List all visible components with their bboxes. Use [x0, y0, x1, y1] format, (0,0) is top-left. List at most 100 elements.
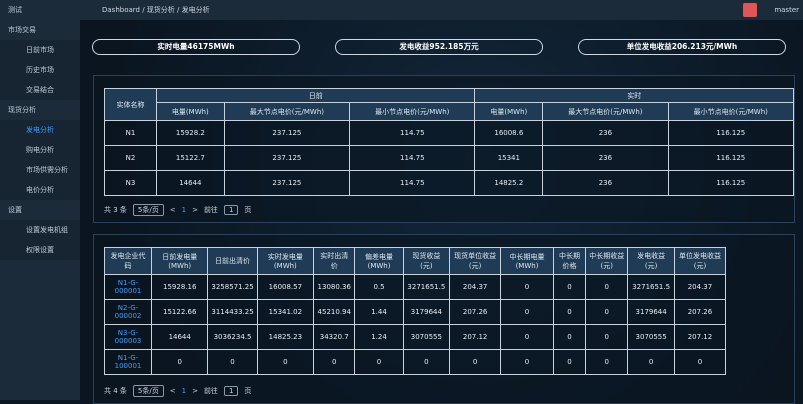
- cell: 14825.2: [474, 170, 544, 196]
- cell: 3070555: [627, 324, 675, 350]
- cell: 207.12: [449, 324, 502, 350]
- stat-pill: 单位发电收益206.213元/MWh: [578, 39, 786, 55]
- cell: 0: [354, 349, 404, 375]
- column-header: 实时出清价: [313, 247, 356, 275]
- cell: 237.125: [223, 145, 351, 171]
- cell: 0: [552, 324, 587, 350]
- submenu-item[interactable]: 交易结合: [0, 80, 80, 100]
- breadcrumb-item[interactable]: Dashboard: [102, 6, 140, 14]
- cell: 0: [585, 274, 629, 300]
- header-row: 发电企业代码 日前发电量(MWh) 日前出清价 实时发电量(MWh) 实时出清价 偏差电量…: [103, 247, 727, 275]
- prev[interactable]: <: [169, 206, 176, 214]
- cell: 204.37: [673, 274, 727, 300]
- column-header: 单位发电收益(元): [673, 247, 727, 275]
- page-size[interactable]: 5条/页: [132, 204, 164, 216]
- submenu-item[interactable]: 市场供需分析: [0, 160, 80, 180]
- submenu-item[interactable]: 日前市场: [0, 40, 80, 60]
- cell: 0: [552, 299, 587, 325]
- data-row: N3-G-000003 14644 3036234.5 14825.23 34320.7…: [103, 324, 727, 350]
- goto-input[interactable]: 1: [223, 386, 239, 396]
- stat-pill: 实时电量46175MWh: [92, 39, 300, 55]
- cell: 0.5: [354, 274, 404, 300]
- submenu-item[interactable]: 权限设置: [0, 240, 80, 260]
- cell: 14825.23: [256, 324, 315, 350]
- cell: 14644: [151, 324, 209, 350]
- column-header: 最大节点电价(元/MWh): [223, 102, 351, 121]
- menu-item[interactable]: 市场交易: [8, 26, 36, 34]
- cell: 0: [552, 349, 587, 375]
- cell[interactable]: N2-G-000002: [103, 299, 153, 325]
- cell: 15122.66: [151, 299, 209, 325]
- cell: 114.75: [349, 170, 476, 196]
- cell: 0: [627, 349, 675, 375]
- goto: 前往: [203, 387, 218, 395]
- breadcrumb-item[interactable]: 发电分析: [181, 6, 210, 14]
- goto-unit: 页: [244, 387, 252, 395]
- pagination-1: 共 3 条 5条/页 <1 > 前往 1 页: [104, 204, 257, 216]
- column-header: 电量(MWh): [474, 102, 544, 121]
- column-header: 最大节点电价(元/MWh): [542, 102, 669, 121]
- cell: 207.12: [673, 324, 727, 350]
- submenu-item[interactable]: 发电分析: [0, 120, 80, 140]
- cell: 15928.16: [151, 274, 209, 300]
- cell: 116.125: [667, 145, 795, 171]
- panel-2: 发电企业代码 日前发电量(MWh) 日前出清价 实时发电量(MWh) 实时出清价 偏差电量…: [93, 234, 795, 404]
- breadcrumb-item: /: [177, 6, 180, 14]
- submenu-item[interactable]: 历史市场: [0, 60, 80, 80]
- cell: 3271651.5: [402, 274, 451, 300]
- page[interactable]: 1: [181, 206, 187, 214]
- data-row: N2-G-000002 15122.66 3114433.25 15341.02 452…: [103, 299, 727, 325]
- goto-input[interactable]: 1: [223, 205, 239, 215]
- next[interactable]: >: [192, 387, 198, 395]
- cell: 0: [552, 274, 587, 300]
- name-header: 实体名称: [104, 88, 157, 121]
- cell: 0: [151, 349, 209, 375]
- column-header: 实时发电量(MWh): [256, 247, 315, 275]
- column-header: 最小节点电价(元/MWh): [667, 102, 795, 121]
- cell: 3271651.5: [627, 274, 675, 300]
- column-header: 中长期收益(元): [585, 247, 629, 275]
- page[interactable]: 1: [181, 387, 187, 395]
- user-name[interactable]: master: [774, 6, 799, 14]
- cell[interactable]: N3-G-000003: [103, 324, 153, 350]
- column-header: 日前出清价: [207, 247, 258, 275]
- cell: 236: [542, 120, 669, 146]
- submenu-item[interactable]: 电价分析: [0, 180, 80, 200]
- cell: 236: [542, 170, 669, 196]
- notify-icon[interactable]: [743, 3, 757, 17]
- prev[interactable]: <: [169, 387, 176, 395]
- next[interactable]: >: [192, 206, 198, 214]
- cell: 34320.7: [313, 324, 356, 350]
- breadcrumb-item[interactable]: 现货分析: [146, 6, 175, 14]
- cell: 3036234.5: [207, 324, 258, 350]
- cell: N3: [104, 170, 157, 196]
- column-header: 电量(MWh): [156, 102, 225, 121]
- data-row: N1-G-000001 15928.16 3258571.25 16008.57 130…: [103, 274, 727, 300]
- column-header: 偏差电量(MWh): [354, 247, 404, 275]
- submenu-item[interactable]: 购电分析: [0, 140, 80, 160]
- submenu-item[interactable]: 设置发电机组: [0, 220, 80, 240]
- breadcrumb: Dashboard / 现货分析 / 发电分析: [102, 6, 210, 14]
- cell: 0: [500, 324, 554, 350]
- column-header: 发电企业代码: [103, 247, 153, 275]
- total: 共 4 条: [104, 387, 127, 395]
- cell: 3179644: [402, 299, 451, 325]
- header-row: 实体名称 日前 实时: [104, 88, 794, 121]
- cell: 15341: [474, 145, 544, 171]
- sidebar: 测试市场交易日前市场 历史市场 交易结合现货分析发电分析 购电分析 市场供需分析 电价分析…: [0, 0, 80, 400]
- cell[interactable]: N1-G-000001: [103, 274, 153, 300]
- cell: 3114433.25: [207, 299, 258, 325]
- cell[interactable]: N1-G-100001: [103, 349, 153, 375]
- menu-item[interactable]: 测试: [8, 6, 22, 14]
- cell: 3258571.25: [207, 274, 258, 300]
- column-header: 现货单位收益(元): [449, 247, 502, 275]
- menu-item[interactable]: 现货分析: [8, 106, 36, 114]
- page-size[interactable]: 5条/页: [132, 385, 164, 397]
- header: Dashboard / 现货分析 / 发电分析 master: [80, 0, 803, 20]
- menu-item[interactable]: 设置: [8, 206, 22, 214]
- cell: 1.24: [354, 324, 404, 350]
- cell: 3179644: [627, 299, 675, 325]
- group-header: 日前: [155, 88, 476, 103]
- cell: 0: [207, 349, 258, 375]
